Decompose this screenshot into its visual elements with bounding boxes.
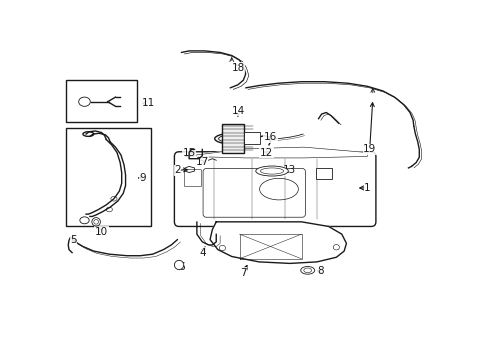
Bar <box>66 128 151 226</box>
Text: 8: 8 <box>318 266 324 276</box>
FancyBboxPatch shape <box>316 168 332 179</box>
Text: 4: 4 <box>199 248 206 258</box>
Text: 3: 3 <box>323 169 330 179</box>
Text: 14: 14 <box>231 106 245 116</box>
Ellipse shape <box>256 166 288 176</box>
Text: 15: 15 <box>182 148 196 158</box>
Text: 7: 7 <box>240 268 246 278</box>
Text: 18: 18 <box>231 63 245 73</box>
Bar <box>66 80 137 122</box>
Text: 10: 10 <box>95 227 108 237</box>
Bar <box>222 124 244 153</box>
Text: 12: 12 <box>260 148 273 158</box>
Text: 5: 5 <box>71 235 77 244</box>
Text: 1: 1 <box>364 183 371 193</box>
Text: 11: 11 <box>142 98 155 108</box>
Polygon shape <box>185 147 368 158</box>
Ellipse shape <box>174 260 184 270</box>
Text: 19: 19 <box>363 144 376 154</box>
FancyBboxPatch shape <box>174 152 376 226</box>
Text: 16: 16 <box>264 132 277 142</box>
Ellipse shape <box>215 133 252 144</box>
Text: 2: 2 <box>174 165 181 175</box>
Text: 13: 13 <box>283 165 296 175</box>
Text: 17: 17 <box>196 157 209 167</box>
FancyBboxPatch shape <box>244 132 260 144</box>
Text: 6: 6 <box>178 261 185 271</box>
Text: 9: 9 <box>139 173 146 183</box>
Polygon shape <box>210 222 346 264</box>
